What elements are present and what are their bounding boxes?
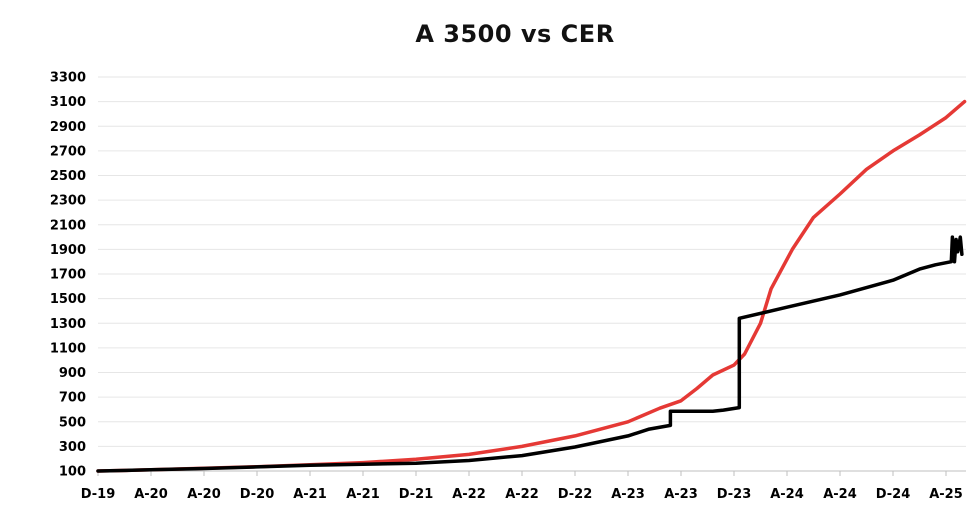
x-tick-label: A-22 bbox=[452, 487, 486, 502]
axis-layer: 100 300 500 700 900 1100 1300 1500 1700 1900 2100 2… bbox=[50, 71, 966, 502]
y-tick-label: 1500 bbox=[50, 292, 86, 307]
y-tick-label: 100 bbox=[59, 465, 86, 480]
y-tick-label: 900 bbox=[59, 366, 86, 381]
x-tick-label: A-23 bbox=[611, 487, 645, 502]
x-tick-label: D-21 bbox=[399, 487, 434, 502]
x-tick-label: A-22 bbox=[505, 487, 539, 502]
x-tick-label: A-21 bbox=[346, 487, 380, 502]
y-tick-label: 3100 bbox=[50, 95, 86, 110]
x-tick-label: A-20 bbox=[187, 487, 221, 502]
x-tick-label: A-24 bbox=[823, 487, 857, 502]
y-tick-label: 1700 bbox=[50, 268, 86, 283]
x-tick-label: D-19 bbox=[81, 487, 116, 502]
x-tick-label: D-20 bbox=[240, 487, 275, 502]
y-tick-label: 2500 bbox=[50, 169, 86, 184]
chart-title: A 3500 vs CER bbox=[415, 20, 615, 48]
x-tick-label: A-25 bbox=[929, 487, 963, 502]
y-tick-label: 2700 bbox=[50, 144, 86, 159]
series-line-2 bbox=[96, 235, 964, 473]
y-tick-label: 500 bbox=[59, 415, 86, 430]
y-tick-label: 3300 bbox=[50, 71, 86, 86]
y-tick-label: 1100 bbox=[50, 341, 86, 356]
x-tick-label: D-24 bbox=[876, 487, 911, 502]
y-tick-label: 2900 bbox=[50, 120, 86, 135]
x-tick-label: D-22 bbox=[558, 487, 593, 502]
grid-layer bbox=[98, 76, 966, 447]
y-tick-label: 1300 bbox=[50, 317, 86, 332]
y-tick-label: 1900 bbox=[50, 243, 86, 258]
x-tick-label: D-23 bbox=[717, 487, 752, 502]
y-tick-label: 300 bbox=[59, 440, 86, 455]
x-tick-label: A-24 bbox=[770, 487, 804, 502]
x-tick-label: A-20 bbox=[134, 487, 168, 502]
y-tick-label: 2300 bbox=[50, 194, 86, 209]
series-layer bbox=[96, 99, 967, 473]
series-line-1 bbox=[96, 99, 967, 473]
y-tick-label: 700 bbox=[59, 391, 86, 406]
y-tick-label: 2100 bbox=[50, 218, 86, 233]
x-tick-label: A-23 bbox=[664, 487, 698, 502]
x-tick-label: A-21 bbox=[293, 487, 327, 502]
